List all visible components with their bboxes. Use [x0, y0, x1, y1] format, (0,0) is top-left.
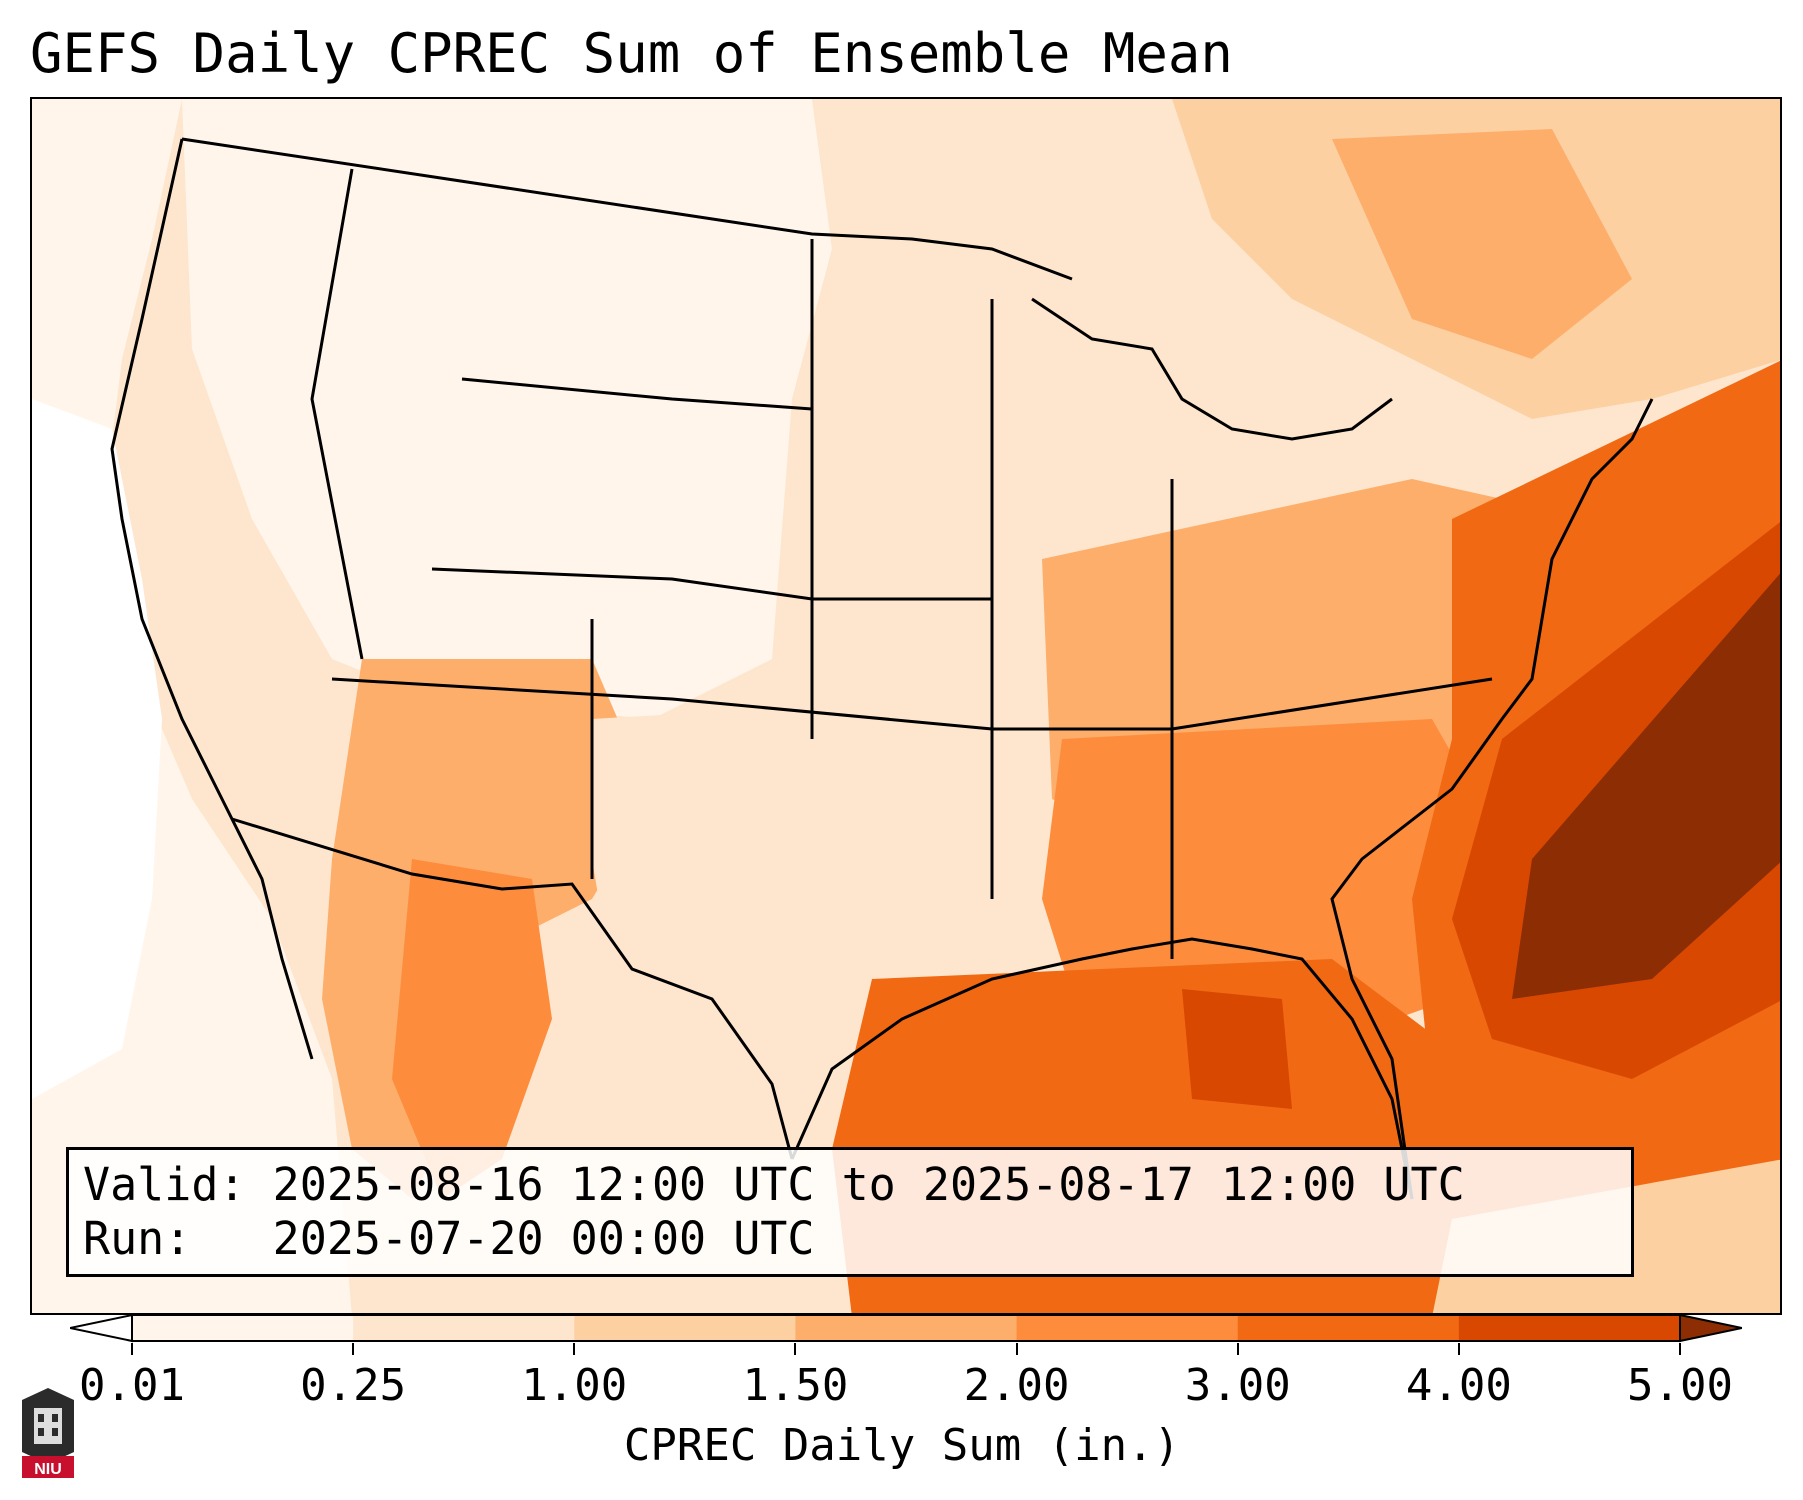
colorbar-tick-mark: [1679, 1343, 1681, 1355]
state-line-1: [461, 377, 813, 411]
colorbar: [70, 1313, 1742, 1343]
run-time-line: Run: 2025-07-20 00:00 UTC: [83, 1212, 815, 1265]
colorbar-tick-mark: [794, 1343, 797, 1355]
west-coast: [110, 138, 314, 1060]
colorbar-segment: [1237, 1315, 1460, 1341]
colorbar-outline: [131, 1314, 1681, 1342]
state-line-8: [310, 168, 364, 660]
southern-plains-region: [592, 699, 1012, 1059]
validity-info-box: Valid: 2025-08-16 12:00 UTC to 2025-08-1…: [66, 1147, 1634, 1277]
mexico-monsoon-core: [392, 859, 552, 1199]
northern-plains-region: [792, 99, 1152, 519]
colorbar-segment: [574, 1315, 796, 1341]
precipitation-map: [30, 97, 1782, 1315]
colorbar-tick-label: 1.00: [521, 1360, 628, 1411]
colorbar-tick-label: 5.00: [1627, 1360, 1733, 1411]
colorbar-segment: [1016, 1315, 1239, 1341]
colorbar-label: CPREC Daily Sum (in.): [623, 1420, 1181, 1471]
colorbar-tick-mark: [573, 1343, 576, 1355]
logo-text: NIU: [34, 1461, 62, 1478]
great-lakes-outline: [1031, 297, 1393, 441]
canada-border: [181, 137, 1073, 281]
colorbar-tick-mark: [1236, 1343, 1239, 1355]
colorbar-under-extension: [70, 1313, 133, 1343]
colorbar-segment: [132, 1315, 354, 1341]
state-line-2: [431, 567, 992, 601]
mexico-border: [231, 817, 794, 1160]
pacific-white-region: [32, 399, 162, 1099]
colorbar-tick-label: 0.25: [300, 1360, 407, 1411]
colorbar-over-extension: [1679, 1313, 1742, 1343]
colorbar-tick-mark: [352, 1343, 355, 1355]
valid-time-line: Valid: 2025-08-16 12:00 UTC to 2025-08-1…: [83, 1158, 1465, 1211]
colorbar-segment: [795, 1315, 1018, 1341]
colorbar-tick-label: 2.00: [963, 1360, 1070, 1411]
colorbar-tick-label: 4.00: [1405, 1360, 1512, 1411]
colorbar-tick-mark: [1015, 1343, 1018, 1355]
gulf-dark-core: [1182, 989, 1292, 1109]
colorbar-tick-mark: [131, 1343, 133, 1355]
atlantic-coast: [1330, 398, 1654, 1200]
niu-university-logo: NIU: [22, 1388, 74, 1478]
colorbar-tick-label: 3.00: [1184, 1360, 1291, 1411]
colorbar-tick-mark: [1457, 1343, 1460, 1355]
atlantic-max-region: [1512, 573, 1780, 999]
colorbar-tick-label: 0.01: [79, 1360, 185, 1411]
colorbar-segment: [1458, 1315, 1681, 1341]
colorbar-tick-label: 1.50: [742, 1360, 849, 1411]
map-title: GEFS Daily CPREC Sum of Ensemble Mean: [30, 22, 1233, 85]
colorbar-segment: [353, 1315, 575, 1341]
boundary-lines: [110, 137, 1654, 1200]
canada-east-darker: [1332, 129, 1632, 359]
gulf-coast: [790, 937, 1414, 1200]
